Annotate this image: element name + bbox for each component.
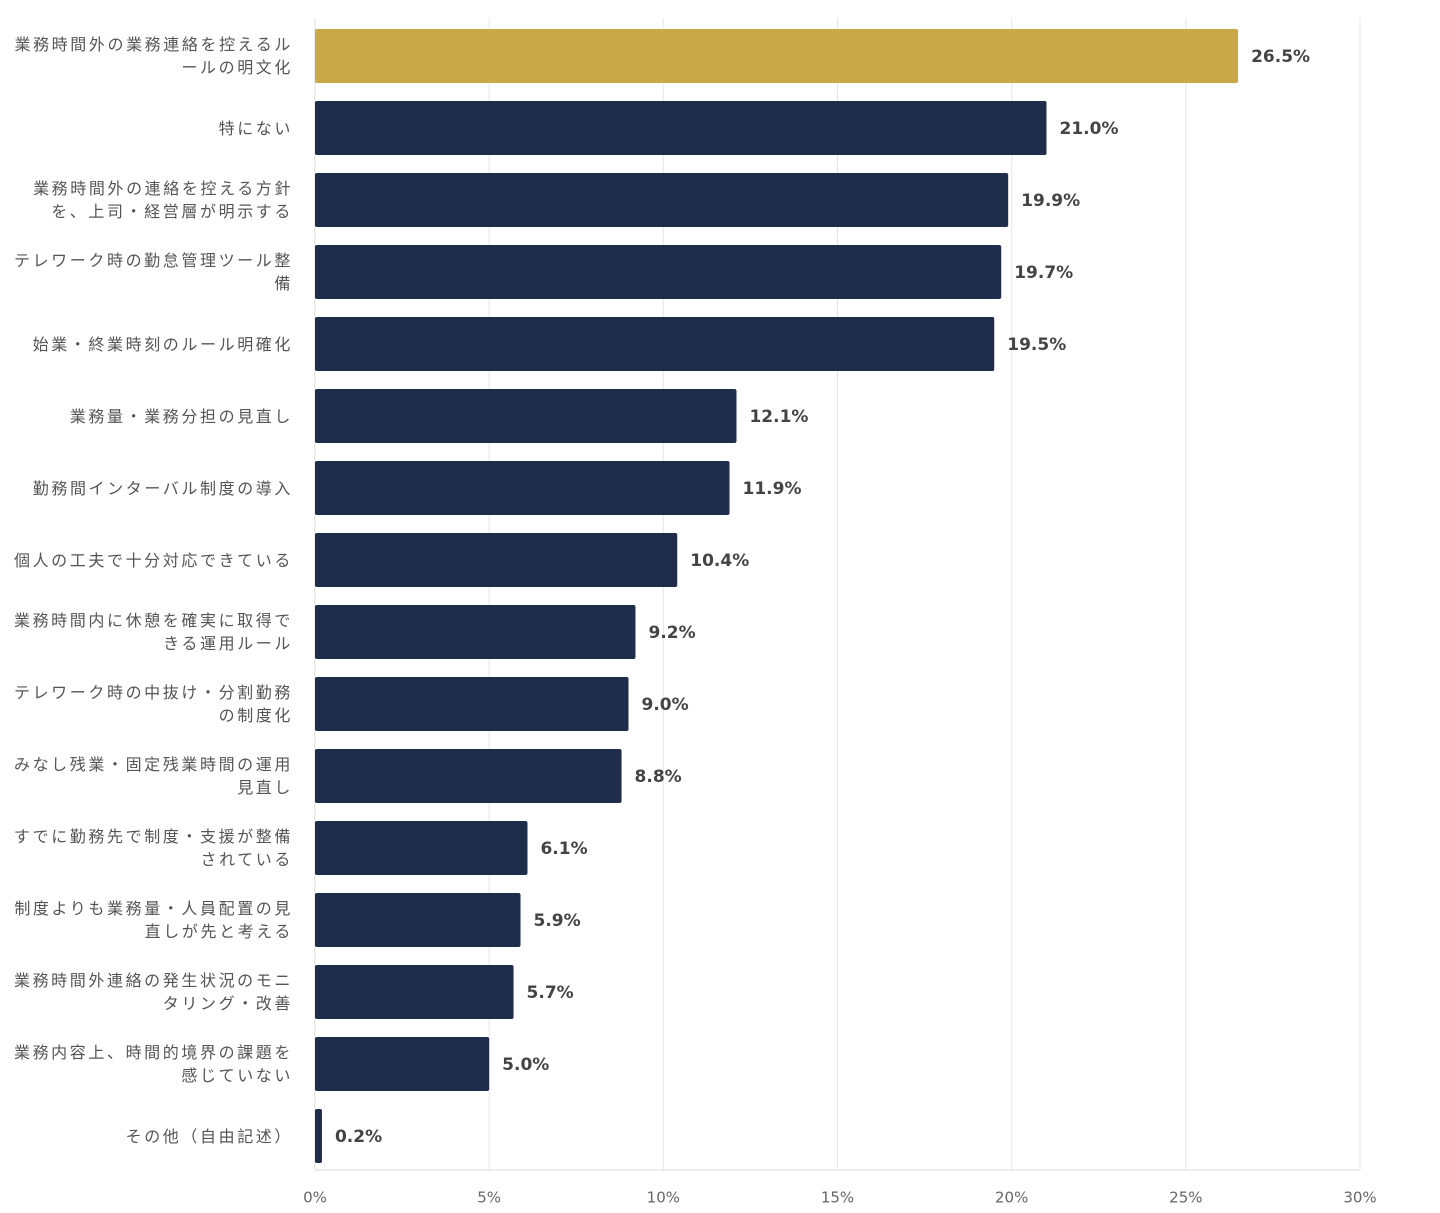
value-label: 12.1% — [749, 407, 808, 427]
x-tick-label: 20% — [995, 1189, 1028, 1207]
category-label: 個人の工夫で十分対応できている — [6, 533, 293, 587]
value-label: 21.0% — [1060, 119, 1119, 139]
bar — [315, 749, 622, 803]
category-label: 制度よりも業務量・人員配置の見直しが先と考える — [6, 893, 293, 947]
category-label: テレワーク時の中抜け・分割勤務の制度化 — [6, 677, 293, 731]
x-tick-label: 0% — [303, 1189, 327, 1207]
value-label: 0.2% — [335, 1127, 382, 1147]
category-label: その他（自由記述） — [6, 1109, 293, 1163]
x-tick-label: 5% — [477, 1189, 501, 1207]
category-text: 制度よりも業務量・人員配置の見直しが先と考える — [14, 899, 293, 941]
bar — [315, 29, 1239, 83]
category-text: その他（自由記述） — [125, 1126, 293, 1146]
category-text: テレワーク時の中抜け・分割勤務の制度化 — [13, 683, 293, 725]
value-label: 19.9% — [1021, 191, 1080, 211]
category-text: 勤務間インターバル制度の導入 — [32, 478, 293, 498]
x-tick-label: 30% — [1343, 1189, 1376, 1207]
category-label: みなし残業・固定残業時間の運用見直し — [6, 749, 293, 803]
value-label: 5.7% — [527, 983, 574, 1003]
bar — [315, 1109, 322, 1163]
category-text: 業務内容上、時間的境界の課題を感じていない — [13, 1043, 293, 1085]
category-label: テレワーク時の勤怠管理ツール整備 — [6, 245, 293, 299]
bar — [315, 389, 737, 443]
bar — [315, 965, 514, 1019]
category-text: みなし残業・固定残業時間の運用見直し — [13, 755, 293, 797]
category-label: すでに勤務先で制度・支援が整備されている — [6, 821, 293, 875]
bar — [315, 533, 678, 587]
category-text: 業務時間内に休憩を確実に取得できる運用ルール — [13, 611, 293, 653]
bar — [315, 101, 1047, 155]
value-label: 26.5% — [1251, 47, 1310, 67]
x-tick-label: 25% — [1169, 1189, 1202, 1207]
bar — [315, 605, 636, 659]
bar — [315, 461, 730, 515]
category-label: 業務量・業務分担の見直し — [6, 389, 293, 443]
x-tick-label: 10% — [647, 1189, 680, 1207]
bar — [315, 245, 1002, 299]
value-label: 8.8% — [635, 767, 682, 787]
category-text: 業務時間外の業務連絡を控えるルールの明文化 — [14, 35, 293, 77]
category-text: すでに勤務先で制度・支援が整備されている — [13, 827, 293, 869]
bar — [315, 317, 995, 371]
value-label: 10.4% — [690, 551, 749, 571]
category-text: 特にない — [218, 118, 293, 138]
category-label: 業務時間外の連絡を控える方針を、上司・経営層が明示する — [6, 173, 293, 227]
value-label: 9.0% — [642, 695, 689, 715]
x-tick-label: 15% — [821, 1189, 854, 1207]
category-label: 特にない — [6, 101, 293, 155]
value-label: 5.0% — [502, 1055, 549, 1075]
bar — [315, 173, 1009, 227]
category-text: 個人の工夫で十分対応できている — [13, 550, 293, 570]
value-label: 9.2% — [648, 623, 695, 643]
category-text: 始業・終業時刻のルール明確化 — [32, 334, 293, 354]
value-label: 6.1% — [540, 839, 587, 859]
category-label: 始業・終業時刻のルール明確化 — [6, 317, 293, 371]
category-label: 業務時間外連絡の発生状況のモニタリング・改善 — [6, 965, 293, 1019]
category-label: 業務時間内に休憩を確実に取得できる運用ルール — [6, 605, 293, 659]
category-text: 業務時間外連絡の発生状況のモニタリング・改善 — [13, 971, 293, 1013]
value-label: 11.9% — [743, 479, 802, 499]
bar — [315, 677, 629, 731]
bar — [315, 893, 521, 947]
category-text: テレワーク時の勤怠管理ツール整備 — [13, 251, 293, 293]
category-label: 業務時間外の業務連絡を控えるルールの明文化 — [6, 29, 293, 83]
bar — [315, 1037, 490, 1091]
value-label: 19.5% — [1007, 335, 1066, 355]
category-label: 勤務間インターバル制度の導入 — [6, 461, 293, 515]
value-label: 19.7% — [1014, 263, 1073, 283]
category-text: 業務時間外の連絡を控える方針を、上司・経営層が明示する — [33, 179, 293, 221]
value-label: 5.9% — [534, 911, 581, 931]
category-text: 業務量・業務分担の見直し — [69, 406, 293, 426]
bar — [315, 821, 528, 875]
category-label: 業務内容上、時間的境界の課題を感じていない — [6, 1037, 293, 1091]
